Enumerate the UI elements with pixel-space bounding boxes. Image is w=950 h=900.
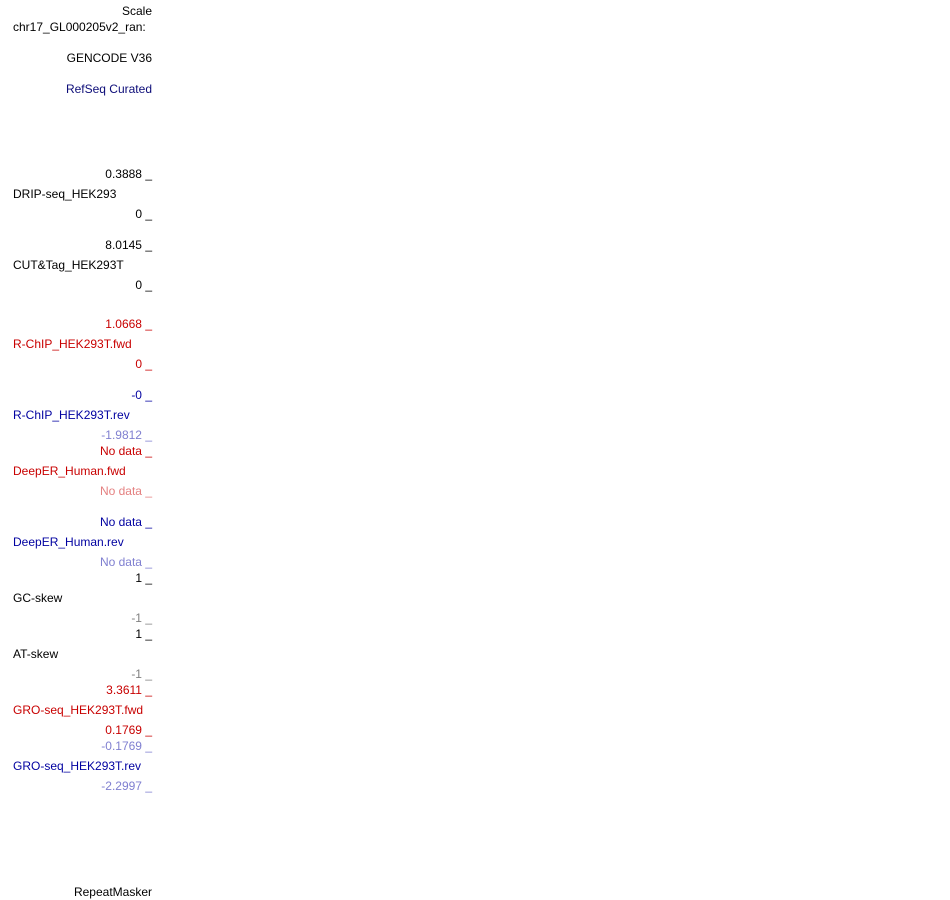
at-skew-track-label[interactable]: AT-skew [13, 647, 59, 661]
gro-seq-rev-max-label: -0.1769 _ [101, 739, 152, 753]
r-chip-fwd-track-label[interactable]: R-ChIP_HEK293T.fwd [13, 337, 132, 351]
drip-seq-min-label: 0 _ [135, 207, 152, 221]
gencode-track-label[interactable]: GENCODE V36 [66, 51, 152, 65]
cut-tag-track-label[interactable]: CUT&Tag_HEK293T [13, 258, 124, 272]
gc-skew-min-label: -1 _ [131, 611, 152, 625]
r-chip-rev-min-label: -1.9812 _ [101, 428, 152, 442]
r-chip-fwd-min-label: 0 _ [135, 357, 152, 371]
repeatmasker-track-label[interactable]: RepeatMasker [73, 885, 152, 899]
deeper-rev-min-label: No data _ [99, 555, 152, 569]
gc-skew-track-label[interactable]: GC-skew [13, 591, 63, 605]
cut-tag-min-label: 0 _ [135, 278, 152, 292]
r-chip-rev-track-label[interactable]: R-ChIP_HEK293T.rev [13, 408, 130, 422]
gro-seq-fwd-max-label: 3.3611 _ [106, 683, 152, 697]
deeper-rev-track-label[interactable]: DeepER_Human.rev [13, 535, 124, 549]
r-chip-rev-max-label: -0 _ [131, 388, 152, 402]
chrom-position-label: chr17_GL000205v2_ran: [13, 20, 146, 34]
deeper-fwd-min-label: No data _ [99, 484, 152, 498]
at-skew-max-label: 1 _ [135, 627, 152, 641]
deeper-fwd-max-label: No data _ [99, 444, 152, 458]
deeper-fwd-track-label[interactable]: DeepER_Human.fwd [13, 464, 126, 478]
refseq-curated-track-label[interactable]: RefSeq Curated [65, 82, 152, 96]
scale-label: Scale [121, 4, 152, 18]
at-skew-min-label: -1 _ [131, 667, 152, 681]
gro-seq-fwd-track-label[interactable]: GRO-seq_HEK293T.fwd [13, 703, 144, 717]
drip-seq-max-label: 0.3888 _ [105, 167, 152, 181]
cut-tag-max-label: 8.0145 _ [105, 238, 152, 252]
gro-seq-rev-min-label: -2.2997 _ [101, 779, 152, 793]
r-chip-fwd-max-label: 1.0668 _ [105, 317, 152, 331]
drip-seq-track-label[interactable]: DRIP-seq_HEK293 [13, 187, 117, 201]
gro-seq-fwd-min-label: 0.1769 _ [105, 723, 152, 737]
gro-seq-rev-track-label[interactable]: GRO-seq_HEK293T.rev [13, 759, 142, 773]
gc-skew-max-label: 1 _ [135, 571, 152, 585]
deeper-rev-max-label: No data _ [99, 515, 152, 529]
